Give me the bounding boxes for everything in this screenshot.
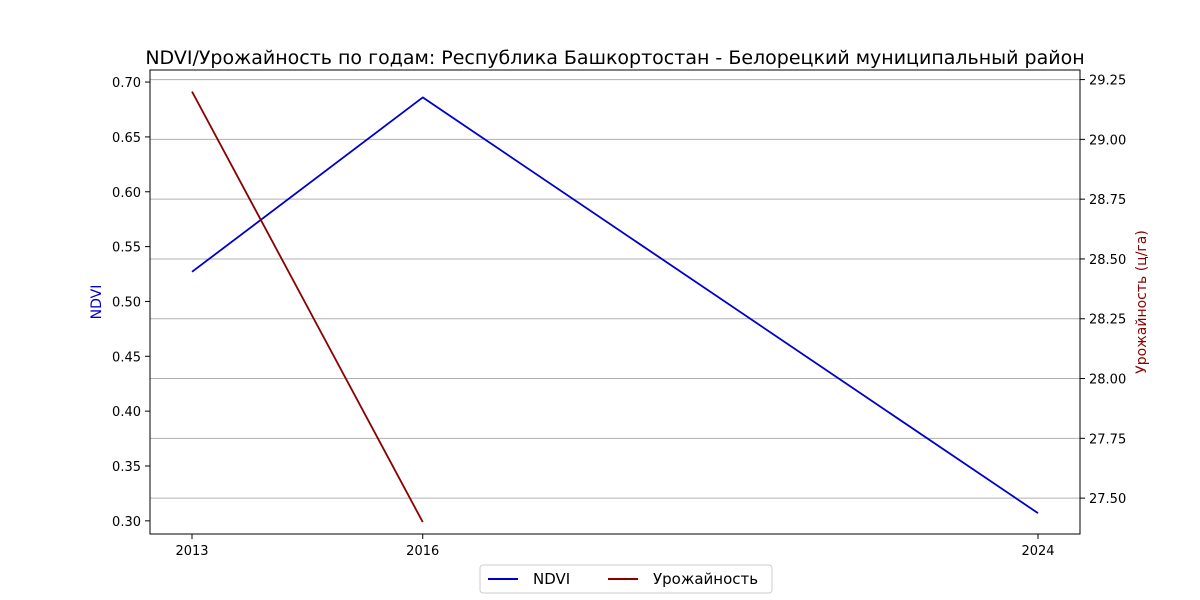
y-right-tick-label: 27.50 <box>1089 492 1126 507</box>
series-layer <box>191 91 1039 523</box>
y-axis-right-label: Урожайность (ц/га) <box>1134 230 1150 374</box>
y-right-tick-label: 28.50 <box>1089 253 1126 268</box>
y-right-tick-label: 28.75 <box>1089 193 1126 208</box>
x-tick-label: 2016 <box>406 544 439 559</box>
legend-label-0: NDVI <box>533 570 570 588</box>
y-left-tick-label: 0.45 <box>112 350 141 365</box>
y-left-tick-label: 0.55 <box>112 241 141 256</box>
y-right-tick-label: 29.25 <box>1089 74 1126 89</box>
plot-area-frame <box>149 69 1081 535</box>
y-right-tick-label: 28.00 <box>1089 373 1126 388</box>
y-left-tick-label: 0.60 <box>112 186 141 201</box>
legend: NDVI Урожайность <box>479 564 773 594</box>
y-axis-left-label: NDVI <box>89 285 105 320</box>
y-left-tick-label: 0.40 <box>112 405 141 420</box>
series-line-yield <box>191 91 424 523</box>
axis-layer: 27.50 27.75 28.00 28.25 28.50 28.75 29.00 29.25… <box>112 74 1126 559</box>
y-left-tick-label: 0.65 <box>112 131 141 146</box>
series-line-ndvi <box>191 96 1039 514</box>
y-right-tick-label: 29.00 <box>1089 133 1126 148</box>
y-left-tick-label: 0.50 <box>112 295 141 310</box>
legend-label-1: Урожайность <box>653 570 758 588</box>
x-tick-label: 2013 <box>175 544 208 559</box>
chart-title: NDVI/Урожайность по годам: Республика Ба… <box>145 47 1084 69</box>
y-right-tick-label: 28.25 <box>1089 313 1126 328</box>
y-left-tick-label: 0.35 <box>112 460 141 475</box>
y-right-tick-label: 27.75 <box>1089 432 1126 447</box>
x-tick-label: 2024 <box>1021 544 1054 559</box>
y-left-tick-label: 0.70 <box>112 76 141 91</box>
y-left-tick-label: 0.30 <box>112 515 141 530</box>
grid-layer <box>150 79 1080 499</box>
